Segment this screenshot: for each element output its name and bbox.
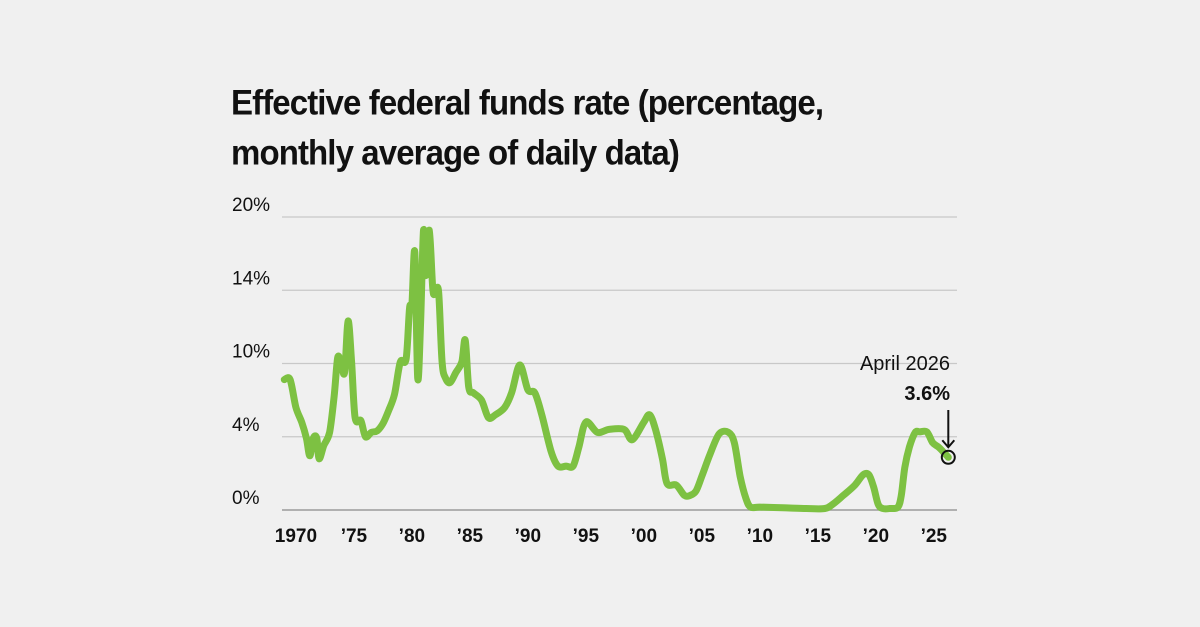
x-tick-label: ’00: [631, 526, 657, 547]
y-tick-label: 0%: [232, 488, 260, 509]
y-tick-label: 14%: [232, 268, 270, 289]
x-tick-label: ’20: [863, 526, 889, 547]
y-tick-label: 4%: [232, 415, 260, 436]
x-tick-label: ’05: [689, 526, 716, 547]
x-tick-label: ’10: [747, 526, 773, 547]
y-tick-label: 10%: [232, 342, 270, 363]
x-tick-label: ’15: [805, 526, 832, 547]
y-axis-ticks: 0% 4% 10% 14% 20%: [232, 195, 270, 509]
chart-title: Effective federal funds rate (percentage…: [231, 82, 824, 172]
annotation-arrowhead: [941, 439, 956, 449]
x-tick-label: ’90: [515, 526, 541, 547]
x-tick-label: ’80: [399, 526, 425, 547]
series-line: [280, 226, 952, 513]
y-tick-label: 20%: [232, 195, 270, 216]
latest-value-annotation: April 2026 3.6%: [860, 353, 956, 465]
x-tick-label: ’75: [341, 526, 368, 547]
annotation-value-label: 3.6%: [904, 383, 950, 405]
annotation-date-label: April 2026: [860, 353, 950, 375]
x-tick-label: ’85: [457, 526, 484, 547]
x-axis-ticks: 1970 ’75 ’80 ’85 ’90 ’95 ’00 ’05 ’10 ’15 ’20 ’25: [275, 526, 948, 547]
x-tick-label: ’95: [573, 526, 600, 547]
x-tick-label: 1970: [275, 526, 317, 547]
x-tick-label: ’25: [921, 526, 948, 547]
gridlines: [282, 216, 957, 511]
annotation-marker: [940, 449, 956, 465]
